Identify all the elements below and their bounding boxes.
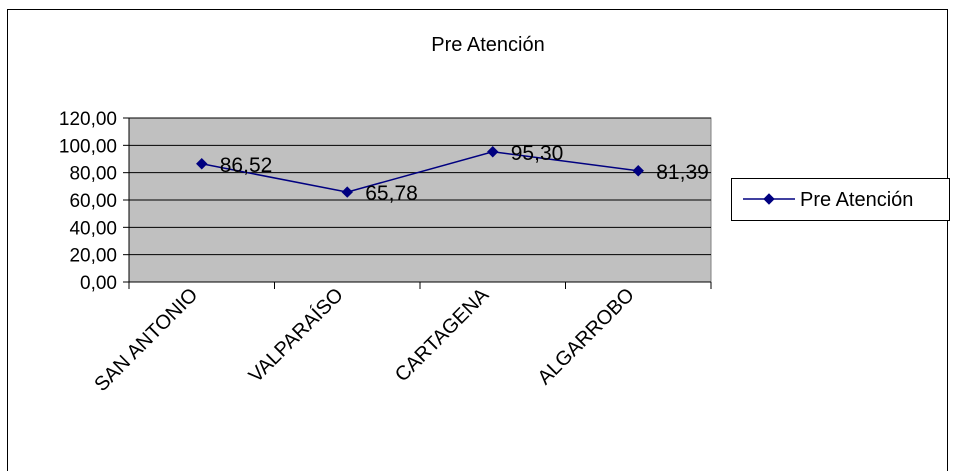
data-label: 65,78 (365, 182, 418, 205)
y-tick-label: 40,00 (69, 218, 117, 239)
chart-title: Pre Atención (431, 34, 544, 56)
data-point (341, 186, 353, 198)
legend: Pre Atención (731, 178, 950, 221)
data-point (632, 165, 644, 177)
data-point (487, 146, 499, 158)
y-tick-label: 80,00 (69, 164, 117, 185)
data-label: 95,30 (511, 142, 564, 165)
legend-marker (763, 193, 775, 205)
data-label: 81,39 (656, 161, 709, 184)
y-tick-label: 100,00 (59, 136, 117, 157)
data-label: 86,52 (220, 154, 273, 177)
y-tick-label: 20,00 (69, 246, 117, 267)
legend-label: Pre Atención (800, 189, 913, 211)
y-tick-label: 60,00 (69, 191, 117, 212)
y-tick-label: 120,00 (59, 109, 117, 130)
y-tick-label: 0,00 (80, 273, 117, 294)
data-point (196, 158, 208, 170)
series-line (201, 150, 639, 193)
